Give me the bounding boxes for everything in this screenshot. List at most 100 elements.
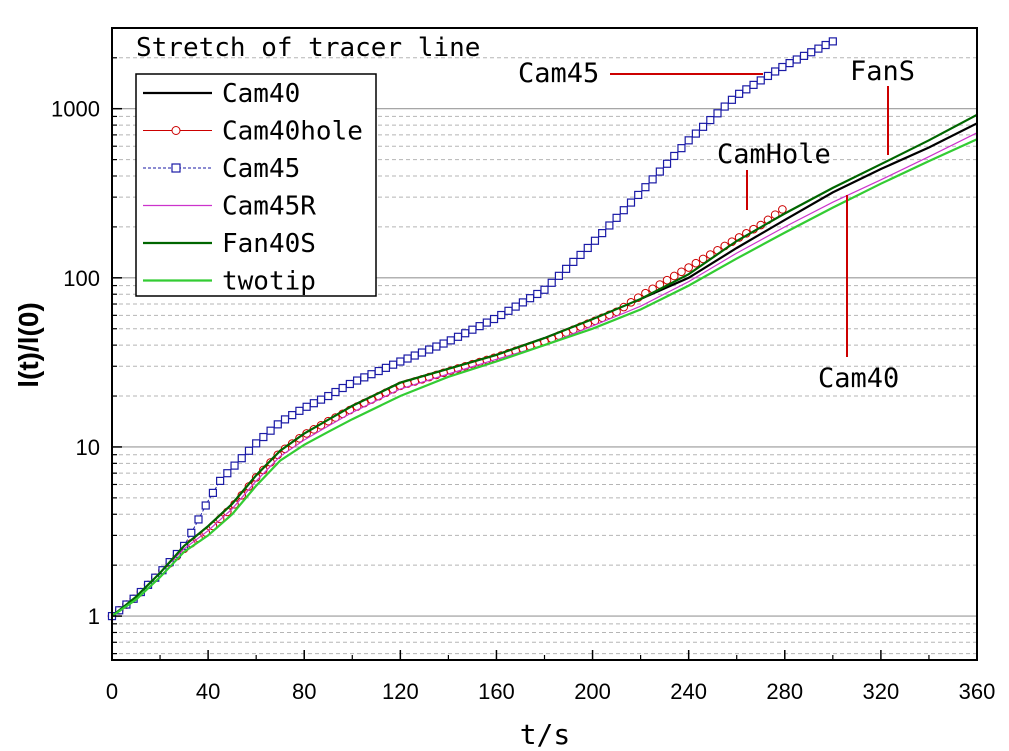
series-point-Cam45 <box>612 213 621 222</box>
series-point-Cam45 <box>244 446 254 455</box>
series-point-Cam45 <box>742 85 751 94</box>
series-point-Cam45 <box>201 501 210 510</box>
series-point-Cam45 <box>727 95 737 104</box>
annotation-Cam45: Cam45 <box>518 58 763 89</box>
series-point-Cam45 <box>778 62 787 72</box>
series-point-Cam45 <box>338 383 347 393</box>
legend-entry-Cam45R: Cam45R <box>143 192 316 222</box>
series-point-Cam45 <box>583 243 592 253</box>
series-point-Cam45 <box>706 115 715 125</box>
legend-label: Cam45R <box>222 192 316 222</box>
legend-label: twotip <box>222 267 316 297</box>
series-point-Cam45 <box>302 402 311 411</box>
series-point-Cam45 <box>259 432 268 442</box>
series-point-Cam45 <box>403 354 412 363</box>
x-axis-label: t/s <box>520 718 571 751</box>
series-point-Cam45 <box>381 363 391 372</box>
legend-marker <box>171 126 181 135</box>
legend-label: Cam40hole <box>222 117 363 147</box>
series-point-Cam45 <box>691 129 700 138</box>
series-point-Cam45 <box>626 198 636 207</box>
series-point-Cam45 <box>367 370 376 379</box>
annotation-Cam40: Cam40 <box>818 195 899 394</box>
series-point-Cam45 <box>713 109 722 118</box>
series-Cam45 <box>107 37 837 621</box>
series-twotip <box>111 138 978 618</box>
series-point-Cam45 <box>533 289 542 299</box>
x-tick-label: 240 <box>670 679 707 704</box>
series-point-Cam45 <box>785 59 794 68</box>
legend-entry-Cam45: Cam45 <box>143 154 300 184</box>
series-point-Cam45 <box>461 329 470 338</box>
series-point-Cam45 <box>569 257 578 266</box>
series-point-Cam45 <box>648 175 657 184</box>
legend-label: Cam45 <box>222 154 300 184</box>
annotation-label: Cam40 <box>818 363 899 394</box>
series-point-Cam45 <box>684 136 693 145</box>
y-axis-label: l(t)/l(0) <box>13 302 44 388</box>
series-point-Cam45 <box>525 294 535 303</box>
series-point-Cam45 <box>511 302 520 311</box>
annotation-label: FanS <box>850 56 915 87</box>
series-point-Cam45 <box>223 469 232 478</box>
y-tick-label: 10 <box>76 435 100 460</box>
series-point-Cam40hole <box>677 267 686 277</box>
series-Cam45R <box>111 132 978 617</box>
legend-marker <box>171 163 181 173</box>
series-Fan40S <box>111 113 978 617</box>
series-point-Cam45 <box>497 310 506 320</box>
series-point-Cam45 <box>237 454 246 463</box>
legend-entry-Cam40hole: Cam40hole <box>143 117 363 147</box>
legend-box <box>135 73 377 297</box>
series-point-Cam45 <box>540 285 549 294</box>
chart-title: Stretch of tracer line <box>136 33 480 63</box>
annotation-label: Cam45 <box>518 58 599 89</box>
series-point-Cam40hole <box>778 205 787 214</box>
series-point-Cam45 <box>446 336 455 345</box>
series-line-Fan40S <box>111 113 978 617</box>
legend: Cam40 Cam40hole Cam45 Cam45R Fan40S twotip <box>135 73 377 297</box>
series-point-Cam45 <box>309 399 318 408</box>
series-point-Cam45 <box>316 395 326 404</box>
x-tick-label: 360 <box>959 679 996 704</box>
x-tick-label: 160 <box>478 679 515 704</box>
series-point-Cam45 <box>670 151 679 161</box>
series-point-Cam40hole <box>662 275 672 285</box>
series-point-Cam45 <box>439 339 448 348</box>
series-point-Cam45 <box>619 206 628 215</box>
series-point-Cam40hole <box>669 271 679 281</box>
series-point-Cam40hole <box>691 258 701 268</box>
series-point-Cam45 <box>417 348 427 357</box>
series-point-Cam45 <box>453 332 463 341</box>
series-point-Cam45 <box>547 278 556 287</box>
x-tick-label: 200 <box>574 679 611 704</box>
series-point-Cam45 <box>641 183 650 192</box>
series-point-Cam45 <box>634 190 643 200</box>
series-point-Cam45 <box>208 488 218 497</box>
series-point-Cam40hole <box>698 254 708 264</box>
series-point-Cam45 <box>280 415 290 424</box>
series-point-Cam45 <box>432 342 441 351</box>
x-tick-label: 0 <box>106 679 118 704</box>
series-point-Cam45 <box>216 476 225 485</box>
x-tick-label: 280 <box>766 679 803 704</box>
series-point-Cam40hole <box>684 263 693 272</box>
series-point-Cam45 <box>194 515 203 524</box>
series-point-Cam45 <box>756 76 765 85</box>
series-point-Cam45 <box>598 229 607 238</box>
series-point-Cam45 <box>266 426 275 435</box>
series-point-Cam45 <box>720 102 729 111</box>
series-point-Cam45 <box>799 51 809 60</box>
series-point-Cam45 <box>605 221 614 230</box>
series-point-Cam45 <box>360 373 369 382</box>
y-tick-label: 1000 <box>51 97 100 122</box>
series-point-Cam45 <box>389 360 398 369</box>
annotation-FanS: FanS <box>850 56 915 155</box>
series-point-Cam45 <box>252 439 261 448</box>
x-tick-label: 40 <box>196 679 220 704</box>
series-point-Cam45 <box>489 314 499 324</box>
series-point-Cam45 <box>396 357 405 366</box>
series-point-Cam45 <box>763 71 773 81</box>
y-tick-label: 100 <box>63 266 100 291</box>
series-point-Cam45 <box>425 345 434 354</box>
